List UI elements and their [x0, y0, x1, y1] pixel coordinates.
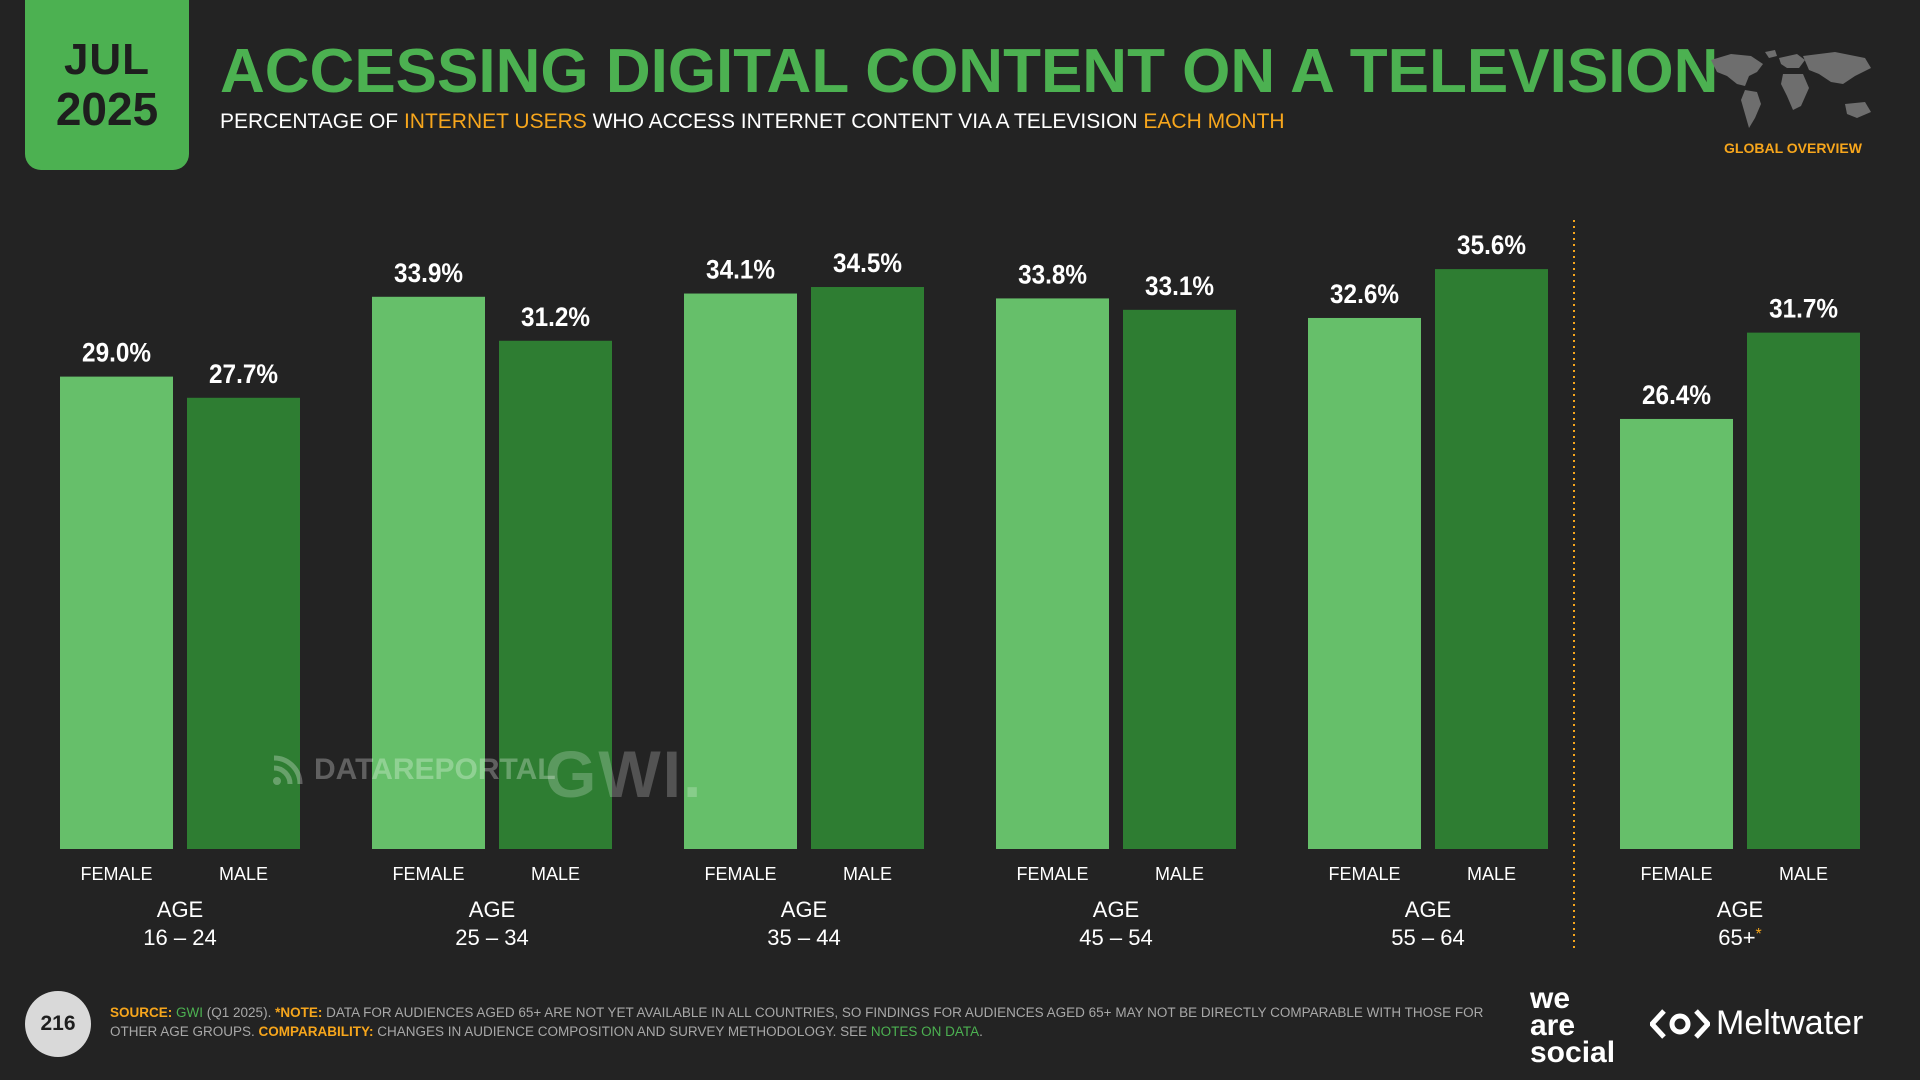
- bar-male-0: [187, 397, 300, 849]
- subtitle-part-1: PERCENTAGE OF: [220, 110, 404, 133]
- data-label-female-3: 33.8%: [1018, 260, 1087, 289]
- group-label-age-1: AGE: [469, 897, 515, 922]
- comparability-text: CHANGES IN AUDIENCE COMPOSITION AND SURV…: [373, 1024, 871, 1039]
- category-label-male-4: MALE: [1467, 864, 1516, 884]
- group-label-age-0: AGE: [157, 897, 203, 922]
- category-label-male-1: MALE: [531, 864, 580, 884]
- datareportal-watermark: DATAREPORTAL: [270, 752, 556, 788]
- bar-male-4: [1435, 269, 1548, 849]
- datareportal-logo-icon: [273, 755, 303, 785]
- category-label-female-1: FEMALE: [392, 864, 464, 884]
- group-label-age-5: AGE: [1717, 897, 1763, 922]
- source-key: SOURCE:: [110, 1005, 173, 1020]
- data-label-female-5: 26.4%: [1642, 381, 1711, 410]
- category-label-female-4: FEMALE: [1328, 864, 1400, 884]
- category-label-male-3: MALE: [1155, 864, 1204, 884]
- logo-line-we: we: [1530, 982, 1571, 1015]
- data-label-male-0: 27.7%: [209, 360, 278, 389]
- category-label-female-3: FEMALE: [1016, 864, 1088, 884]
- date-badge: JUL 2025: [25, 0, 189, 170]
- note-key: *NOTE:: [275, 1005, 323, 1020]
- bar-female-0: [60, 376, 173, 849]
- badge-year: 2025: [55, 83, 159, 135]
- data-label-male-5: 31.7%: [1769, 294, 1838, 323]
- badge-month: JUL: [63, 35, 151, 84]
- bar-male-5: [1747, 332, 1860, 850]
- meltwater-logo: Meltwater: [1650, 1004, 1863, 1043]
- category-label-male-2: MALE: [843, 864, 892, 884]
- group-label-age-3: AGE: [1093, 897, 1139, 922]
- group-label-range-3: 45 – 54: [1079, 925, 1152, 950]
- logo-line-social: social: [1530, 1036, 1616, 1069]
- subtitle-highlight-2: EACH MONTH: [1143, 110, 1285, 133]
- logo-line-are: are: [1530, 1009, 1576, 1042]
- data-label-female-4: 32.6%: [1330, 280, 1399, 309]
- notes-on-data-link[interactable]: NOTES ON DATA: [870, 1024, 980, 1039]
- bar-female-5: [1620, 418, 1733, 849]
- data-label-female-1: 33.9%: [394, 259, 463, 288]
- data-label-male-3: 33.1%: [1145, 272, 1214, 301]
- meltwater-logo-text: Meltwater: [1716, 1004, 1864, 1042]
- note-text: DATA FOR AUDIENCES AGED 65+ ARE NOT YET …: [110, 1005, 1484, 1039]
- source-text: (Q1 2025).: [203, 1005, 276, 1020]
- bar-female-2: [684, 293, 797, 850]
- bar-male-2: [811, 287, 924, 849]
- category-label-female-2: FEMALE: [704, 864, 776, 884]
- subtitle-highlight-1: INTERNET USERS: [403, 110, 587, 133]
- bar-female-3: [996, 298, 1109, 850]
- note-marker: *: [1756, 926, 1762, 943]
- page-title: ACCESSING DIGITAL CONTENT ON A TELEVISIO…: [220, 37, 1719, 106]
- gwi-watermark: GWI.: [545, 737, 704, 811]
- category-label-male-0: MALE: [219, 864, 268, 884]
- category-label-male-5: MALE: [1779, 864, 1828, 884]
- group-label-range-4: 55 – 64: [1391, 925, 1464, 950]
- page-number: 216: [25, 991, 91, 1057]
- data-label-male-2: 34.5%: [833, 249, 902, 278]
- section-label: GLOBAL OVERVIEW: [1724, 140, 1862, 156]
- category-label-female-0: FEMALE: [80, 864, 152, 884]
- group-label-age-4: AGE: [1405, 897, 1451, 922]
- bar-female-1: [372, 296, 485, 849]
- meltwater-mark-icon: [1650, 1008, 1710, 1039]
- data-label-female-2: 34.1%: [706, 255, 775, 284]
- group-label-range-0: 16 – 24: [143, 925, 216, 950]
- group-label-range-2: 35 – 44: [767, 925, 840, 950]
- footer-notes: SOURCE: GWI (Q1 2025). *NOTE: DATA FOR A…: [110, 1003, 1490, 1041]
- subtitle-part-2: WHO ACCESS INTERNET CONTENT VIA A TELEVI…: [586, 110, 1144, 133]
- category-label-female-5: FEMALE: [1640, 864, 1712, 884]
- bar-male-3: [1123, 309, 1236, 849]
- group-label-range-5: 65+*: [1718, 925, 1762, 950]
- data-label-male-1: 31.2%: [521, 303, 590, 332]
- data-label-female-0: 29.0%: [82, 338, 151, 367]
- bar-male-1: [499, 340, 612, 849]
- bar-female-4: [1308, 317, 1421, 850]
- bar-chart: 29.0% FEMALE 27.7% MALE AGE 16 – 24 33.9% FEMAL…: [60, 220, 1860, 950]
- footer-end: .: [979, 1024, 983, 1039]
- source-link[interactable]: GWI: [176, 1005, 204, 1020]
- group-label-range-1: 25 – 34: [455, 925, 528, 950]
- comparability-key: COMPARABILITY:: [258, 1024, 374, 1039]
- datareportal-watermark-text: DATAREPORTAL: [314, 753, 556, 786]
- world-map-icon: [1711, 50, 1871, 128]
- group-label-age-2: AGE: [781, 897, 827, 922]
- page-subtitle: PERCENTAGE OF INTERNET USERS WHO ACCESS …: [220, 110, 1285, 134]
- data-label-male-4: 35.6%: [1457, 231, 1526, 260]
- we-are-social-logo: we are social: [1530, 982, 1616, 1069]
